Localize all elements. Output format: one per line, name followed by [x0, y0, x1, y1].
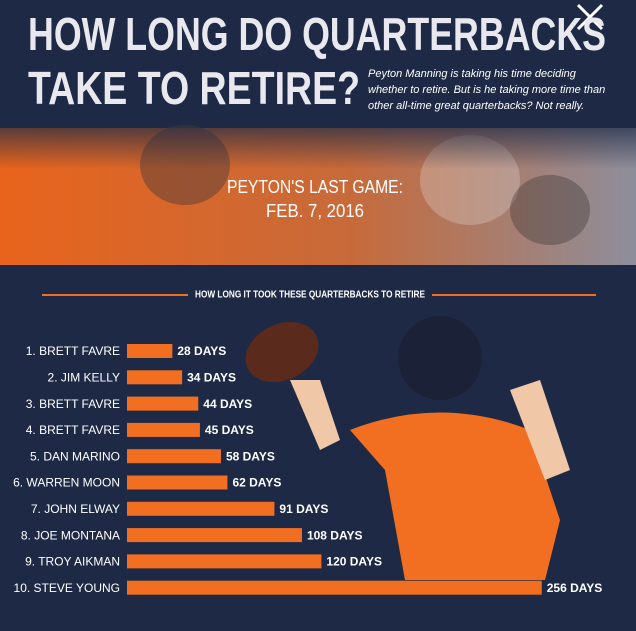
bar — [127, 501, 275, 516]
bar — [127, 396, 199, 411]
value-label: 62 DAYS — [232, 476, 281, 490]
category-label: 9. TROY AIKMAN — [25, 555, 120, 569]
bar — [127, 580, 542, 595]
value-label: 108 DAYS — [307, 528, 363, 542]
bar — [127, 528, 302, 543]
chart-title: HOW LONG IT TOOK THESE QUARTERBACKS TO R… — [195, 290, 425, 301]
bar — [127, 449, 221, 464]
banner-line: PEYTON'S LAST GAME: — [227, 177, 403, 197]
category-label: 1. BRETT FAVRE — [26, 344, 120, 358]
category-label: 4. BRETT FAVRE — [26, 423, 120, 437]
category-label: 6. WARREN MOON — [13, 476, 120, 490]
category-label: 3. BRETT FAVRE — [26, 397, 120, 411]
category-label: 2. JIM KELLY — [48, 370, 120, 384]
category-label: 8. JOE MONTANA — [21, 528, 120, 542]
value-label: 45 DAYS — [205, 423, 254, 437]
value-label: 256 DAYS — [547, 581, 603, 595]
category-label: 7. JOHN ELWAY — [31, 502, 120, 516]
bar — [127, 370, 183, 385]
subtitle: Peyton Manning is taking his time decidi… — [368, 68, 606, 112]
player-illustration — [245, 316, 570, 580]
banner-line: FEB. 7, 2016 — [266, 201, 364, 221]
value-label: 44 DAYS — [203, 397, 252, 411]
bar — [127, 344, 173, 358]
category-label: 10. STEVE YOUNG — [14, 581, 120, 595]
banner-fade — [0, 128, 636, 265]
value-label: 34 DAYS — [187, 370, 236, 384]
bar — [127, 422, 200, 437]
value-label: 120 DAYS — [326, 555, 382, 569]
close-icon[interactable] — [576, 3, 604, 31]
title-line: TAKE TO RETIRE? — [28, 62, 360, 114]
bar — [127, 554, 322, 569]
bar — [127, 475, 228, 490]
value-label: 91 DAYS — [279, 502, 328, 516]
value-label: 28 DAYS — [177, 344, 226, 358]
title-line: HOW LONG DO QUARTERBACKS — [28, 8, 606, 60]
category-label: 5. DAN MARINO — [30, 449, 120, 463]
value-label: 58 DAYS — [226, 449, 275, 463]
